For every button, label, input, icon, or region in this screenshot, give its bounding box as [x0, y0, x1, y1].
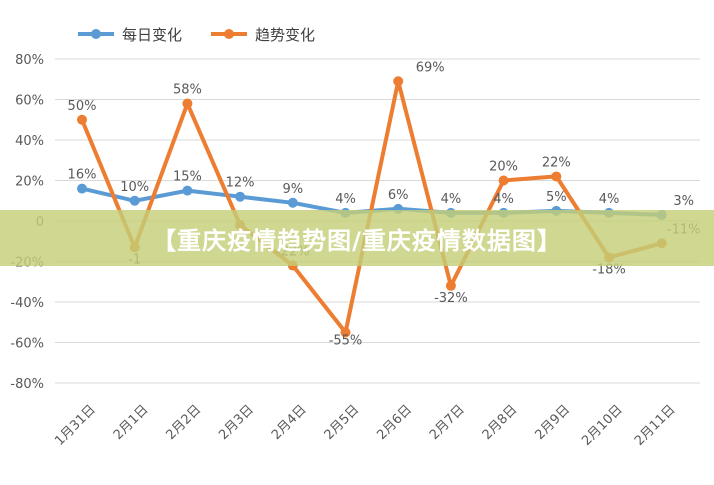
y-tick-label: 40%: [15, 134, 44, 149]
series-line-2: [80, 79, 664, 335]
data-label: 9%: [282, 182, 303, 197]
data-label: 69%: [416, 60, 445, 75]
x-tick-label: 2月11日: [632, 402, 679, 449]
data-point: [235, 191, 246, 202]
y-tick-label: -40%: [10, 296, 44, 311]
data-point: [287, 197, 298, 208]
data-label: 4%: [441, 192, 462, 207]
banner-title: 【重庆疫情趋势图/重庆疫情数据图】: [152, 226, 562, 255]
data-label: -55%: [329, 333, 363, 348]
data-labels: 16%10%15%12%9%4%6%4%4%5%4%3%50%-158%-22%…: [68, 60, 701, 348]
data-point: [77, 114, 87, 125]
y-tick-label: -80%: [10, 377, 44, 392]
data-label: 58%: [173, 83, 202, 98]
x-tick-label: 2月2日: [164, 402, 205, 443]
data-label: 12%: [226, 176, 255, 191]
data-label: 10%: [120, 180, 149, 195]
x-tick-label: 2月7日: [427, 402, 468, 443]
x-tick-label: 2月5日: [322, 402, 363, 443]
legend-marker: [91, 29, 101, 39]
x-tick-label: 2月6日: [374, 402, 415, 443]
data-point: [182, 185, 193, 196]
data-label: 4%: [599, 192, 620, 207]
data-label: 5%: [546, 190, 567, 205]
y-tick-label: 80%: [15, 53, 44, 68]
data-label: 16%: [68, 168, 97, 183]
series-lines: [77, 76, 667, 338]
x-tick-label: 2月9日: [532, 402, 573, 443]
data-point: [498, 175, 509, 186]
data-label: 4%: [335, 192, 356, 207]
legend-label: 趋势变化: [255, 26, 315, 44]
data-label: 15%: [173, 170, 202, 185]
x-tick-label: 1月31日: [52, 402, 99, 449]
data-label: 6%: [388, 188, 409, 203]
data-label: 3%: [673, 194, 694, 209]
data-label: 20%: [489, 160, 518, 175]
data-label: 22%: [542, 155, 571, 170]
data-label: 50%: [68, 99, 97, 114]
data-label: -18%: [592, 262, 626, 277]
title-banner: 【重庆疫情趋势图/重庆疫情数据图】: [0, 210, 714, 266]
legend: 每日变化 趋势变化: [78, 26, 315, 44]
data-point: [445, 280, 456, 291]
x-axis-tick-labels: 1月31日 2月1日 2月2日 2月3日 2月4日 2月5日 2月6日 2月7日 2月8日 2月9…: [52, 402, 678, 449]
x-tick-label: 2月10日: [579, 402, 626, 449]
legend-marker: [224, 29, 234, 39]
x-tick-label: 2月3日: [216, 402, 257, 443]
data-point: [393, 76, 404, 87]
data-point: [129, 195, 140, 206]
data-point: [551, 171, 562, 182]
y-tick-label: 60%: [15, 94, 44, 109]
y-tick-label: 20%: [15, 175, 44, 190]
legend-label: 每日变化: [122, 26, 182, 44]
x-tick-label: 2月8日: [480, 402, 521, 443]
data-point: [182, 98, 193, 109]
x-tick-label: 2月1日: [111, 402, 152, 443]
data-point: [340, 327, 351, 338]
x-tick-label: 2月4日: [269, 402, 310, 443]
data-label: -32%: [434, 291, 468, 306]
data-label: 4%: [493, 192, 514, 207]
data-point: [77, 183, 87, 194]
y-tick-label: -60%: [10, 337, 44, 352]
